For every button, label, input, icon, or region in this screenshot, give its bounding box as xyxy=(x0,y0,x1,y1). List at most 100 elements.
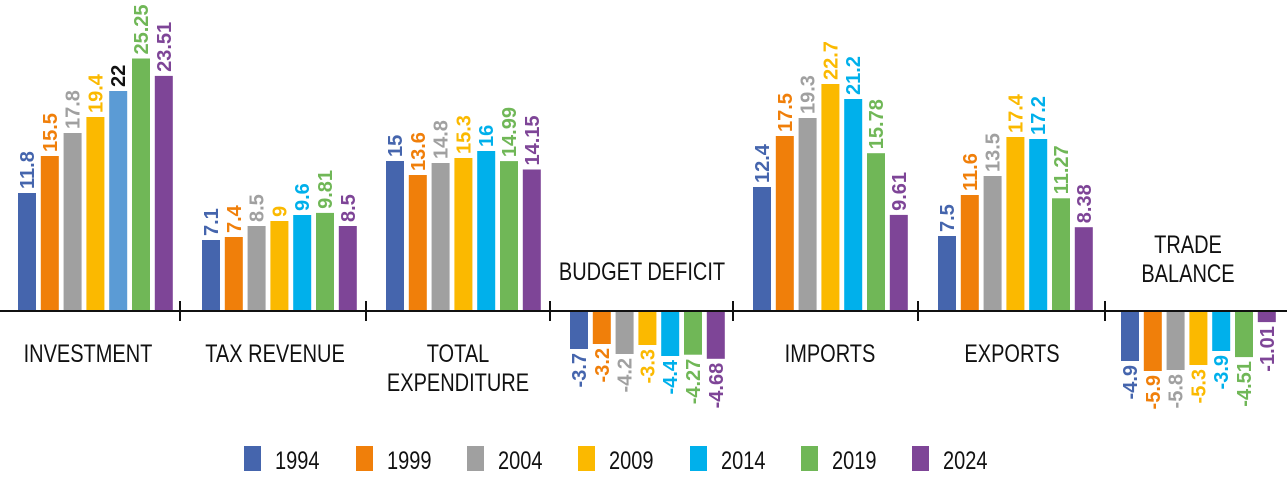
bar-tax-revenue-2009 xyxy=(270,221,289,311)
bar-exports-2014 xyxy=(1029,139,1048,311)
bar-imports-2004 xyxy=(798,118,817,311)
value-label: 22 xyxy=(108,65,130,87)
bar-imports-1994 xyxy=(753,187,771,311)
value-label: 16 xyxy=(476,125,498,147)
bar-trade-balance-1994 xyxy=(1121,312,1139,361)
value-label: -4.68 xyxy=(706,363,728,409)
bar-tax-revenue-2024 xyxy=(338,226,357,311)
value-label: 8.5 xyxy=(338,194,360,222)
legend: 1994 1999 2004 2009 2014 2019 2024 xyxy=(244,446,987,475)
bar-tax-revenue-2014 xyxy=(293,215,312,311)
value-label: 25.25 xyxy=(131,4,153,54)
category-label: TRADE xyxy=(1154,231,1222,259)
bar-budget-deficit-1999 xyxy=(592,312,611,344)
bar-total-expenditure-2009 xyxy=(454,158,473,311)
value-label: 9.61 xyxy=(889,172,911,211)
value-label: 11.6 xyxy=(960,153,982,191)
category-label: TAX REVENUE xyxy=(205,340,345,368)
value-label: 7.4 xyxy=(224,204,246,233)
bar-investment-1999 xyxy=(40,156,59,311)
bar-total-expenditure-2004 xyxy=(431,163,450,311)
axis-ticks xyxy=(179,301,1106,321)
bar-investment-2014 xyxy=(109,91,128,311)
value-label: 12.4 xyxy=(752,143,774,183)
value-label: 22.7 xyxy=(820,41,842,80)
legend-label: 2019 xyxy=(832,447,876,475)
category-label: INVESTMENT xyxy=(24,340,153,368)
bar-total-expenditure-2019 xyxy=(500,161,518,311)
value-label: 17.2 xyxy=(1028,96,1050,135)
bar-trade-balance-2014 xyxy=(1212,312,1231,351)
legend-label: 2004 xyxy=(498,447,542,475)
bar-budget-deficit-2004 xyxy=(615,312,634,354)
bar-trade-balance-1999 xyxy=(1143,312,1162,371)
bar-trade-balance-2019 xyxy=(1235,312,1253,358)
legend-item-1999: 1999 xyxy=(356,446,431,475)
legend-item-2004: 2004 xyxy=(467,446,542,475)
value-label: 17.5 xyxy=(775,93,797,132)
legend-swatch xyxy=(244,446,261,471)
value-label: 21.2 xyxy=(843,56,865,95)
bar-investment-2024 xyxy=(154,75,173,312)
value-label: -3.2 xyxy=(592,348,614,382)
category-label: BUDGET DEFICIT xyxy=(559,258,725,286)
value-label: -5.3 xyxy=(1188,369,1210,403)
value-label: 7.5 xyxy=(937,204,959,232)
value-label: -1.01 xyxy=(1257,326,1279,372)
value-label: 9.81 xyxy=(315,170,337,209)
value-label: -4.51 xyxy=(1234,361,1256,407)
category-label: EXPENDITURE xyxy=(387,369,529,397)
bar-budget-deficit-2024 xyxy=(706,312,725,359)
value-label: 14.15 xyxy=(522,115,544,165)
legend-swatch xyxy=(912,446,929,471)
value-label: 11.27 xyxy=(1051,145,1073,194)
bar-imports-1999 xyxy=(775,136,794,311)
value-label: -5.9 xyxy=(1143,375,1165,409)
value-label: 15 xyxy=(385,135,407,157)
bar-total-expenditure-1999 xyxy=(408,175,427,311)
value-label: 8.38 xyxy=(1074,184,1096,223)
value-label: -4.9 xyxy=(1120,365,1142,399)
value-label: 14.8 xyxy=(431,120,453,159)
bar-tax-revenue-1999 xyxy=(224,237,243,311)
value-label: 9 xyxy=(269,206,291,217)
bar-exports-2019 xyxy=(1052,198,1070,311)
bar-imports-2019 xyxy=(867,153,885,311)
category-label: IMPORTS xyxy=(785,340,876,368)
legend-label: 1999 xyxy=(387,447,431,475)
bar-budget-deficit-1994 xyxy=(570,312,588,349)
bar-trade-balance-2009 xyxy=(1189,312,1208,365)
legend-label: 2009 xyxy=(609,447,653,475)
bar-trade-balance-2024 xyxy=(1257,312,1276,323)
category-label: EXPORTS xyxy=(964,340,1059,368)
value-label: 15.5 xyxy=(40,113,62,152)
legend-swatch xyxy=(801,446,818,471)
bar-tax-revenue-1994 xyxy=(202,240,220,311)
bar-trade-balance-2004 xyxy=(1166,312,1185,370)
value-label: 19.3 xyxy=(798,75,820,114)
bar-exports-2024 xyxy=(1074,227,1093,311)
legend-label: 2024 xyxy=(943,447,987,475)
bar-total-expenditure-2014 xyxy=(477,151,496,311)
value-label: 9.6 xyxy=(292,183,314,211)
category-label: TOTAL xyxy=(427,340,490,368)
value-label: -4.4 xyxy=(660,359,682,394)
value-label: 23.51 xyxy=(154,22,176,72)
bar-tax-revenue-2019 xyxy=(316,212,334,311)
legend-item-2019: 2019 xyxy=(801,446,876,475)
value-label: 7.1 xyxy=(201,208,223,236)
bar-imports-2009 xyxy=(821,84,840,311)
value-label: -5.8 xyxy=(1166,374,1188,408)
bar-exports-1999 xyxy=(960,195,979,311)
category-label: BALANCE xyxy=(1141,260,1234,288)
value-label: 11.8 xyxy=(17,151,39,189)
bar-imports-2024 xyxy=(889,214,908,311)
bar-budget-deficit-2014 xyxy=(661,312,680,356)
legend-swatch xyxy=(690,446,707,471)
value-label: 15.3 xyxy=(453,115,475,154)
value-label: 17.8 xyxy=(63,90,85,129)
value-label: 8.5 xyxy=(247,194,269,222)
